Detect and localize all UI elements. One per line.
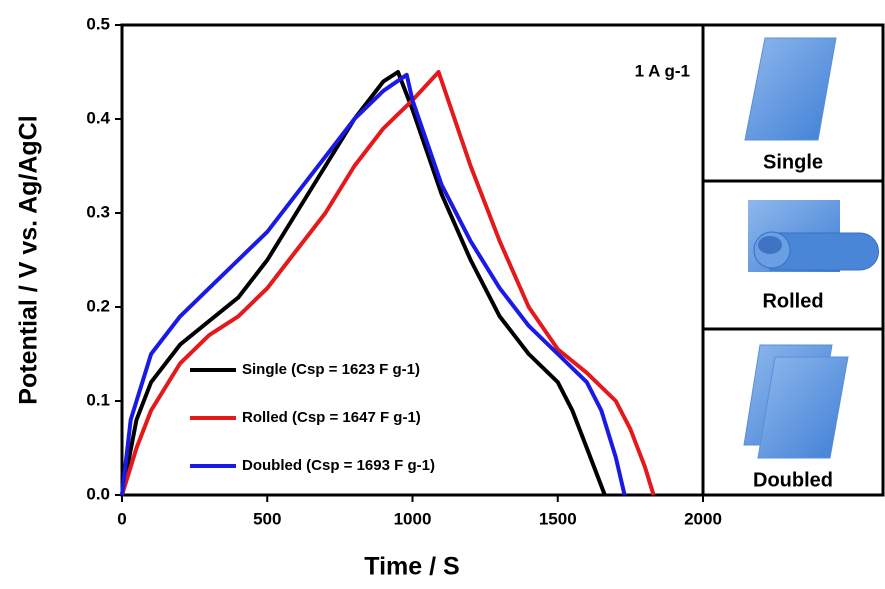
y-tick-label: 0.4 bbox=[86, 108, 110, 127]
series-line bbox=[120, 70, 656, 496]
panel-label: Doubled bbox=[753, 469, 833, 491]
series-line bbox=[120, 72, 627, 496]
x-tick-label: 0 bbox=[117, 509, 126, 528]
x-tick-label: 500 bbox=[253, 509, 281, 528]
legend-label: Single (Csp = 1623 F g-1) bbox=[242, 361, 420, 378]
legend-label: Rolled (Csp = 1647 F g-1) bbox=[242, 409, 421, 426]
y-tick-label: 0.2 bbox=[86, 296, 110, 315]
y-tick-label: 0.5 bbox=[86, 14, 110, 33]
x-tick-label: 1500 bbox=[539, 509, 577, 528]
series-line bbox=[120, 70, 607, 496]
y-tick-label: 0.3 bbox=[86, 202, 110, 221]
y-tick-label: 0.0 bbox=[86, 484, 110, 503]
doubled-sheet-front bbox=[757, 356, 849, 459]
rolled-sheet bbox=[748, 200, 879, 272]
x-tick-label: 2000 bbox=[684, 509, 722, 528]
panel-label: Single bbox=[763, 151, 823, 173]
y-axis-title: Potential / V vs. Ag/AgCl bbox=[15, 115, 43, 404]
x-tick-label: 1000 bbox=[394, 509, 432, 528]
y-tick-label: 0.1 bbox=[86, 390, 110, 409]
legend-label: Doubled (Csp = 1693 F g-1) bbox=[242, 457, 435, 474]
single-sheet bbox=[744, 37, 837, 141]
panel-label: Rolled bbox=[762, 290, 823, 312]
annotation: 1 A g-1 bbox=[635, 61, 690, 80]
x-axis-title: Time / S bbox=[364, 553, 459, 581]
